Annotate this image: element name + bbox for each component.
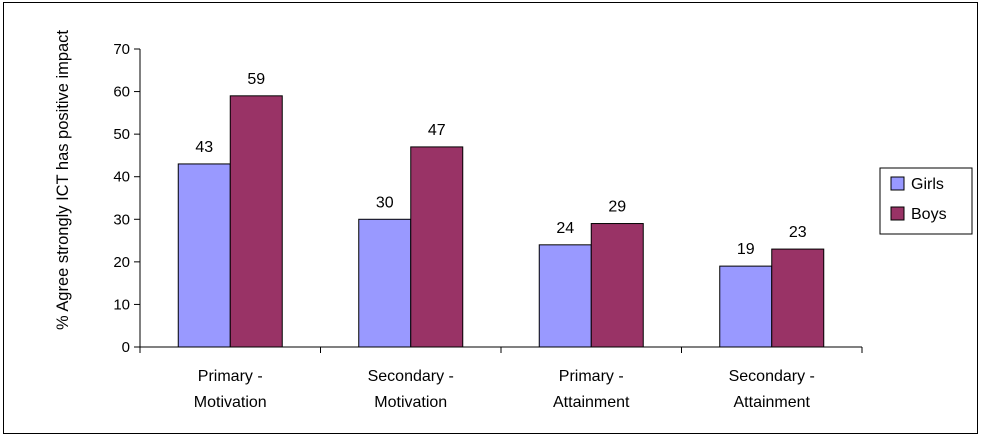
x-category-label: Attainment bbox=[553, 394, 630, 411]
x-category-label: Primary - bbox=[559, 368, 624, 385]
legend-swatch-boys bbox=[890, 206, 905, 221]
legend-swatch-girls bbox=[890, 176, 905, 191]
legend-label-girls: Girls bbox=[911, 176, 944, 193]
bar-boys bbox=[771, 248, 825, 348]
bar-girls bbox=[177, 163, 231, 348]
x-category-label: Attainment bbox=[734, 394, 811, 411]
y-tick-label: 70 bbox=[113, 41, 130, 58]
y-tick-label: 50 bbox=[113, 126, 130, 143]
bar-girls bbox=[719, 265, 773, 348]
x-category-label: Motivation bbox=[374, 394, 447, 411]
y-tick-label: 40 bbox=[113, 169, 130, 186]
data-label: 19 bbox=[737, 241, 755, 258]
y-tick-label: 30 bbox=[113, 211, 130, 228]
y-tick-label: 20 bbox=[113, 254, 130, 271]
data-label: 23 bbox=[789, 224, 807, 241]
y-tick-label: 0 bbox=[122, 339, 130, 356]
data-label: 59 bbox=[247, 71, 265, 88]
bar-boys bbox=[410, 146, 464, 348]
chart-frame bbox=[3, 2, 978, 434]
bar-girls bbox=[358, 218, 412, 348]
data-label: 30 bbox=[376, 194, 394, 211]
y-axis-title: % Agree strongly ICT has positive impact bbox=[53, 30, 72, 330]
bar-boys bbox=[229, 95, 283, 348]
x-category-label: Secondary - bbox=[729, 368, 815, 385]
data-label: 29 bbox=[608, 199, 626, 216]
bar-girls bbox=[538, 244, 592, 348]
data-label: 43 bbox=[195, 139, 213, 156]
bar-boys bbox=[590, 223, 644, 348]
data-label: 24 bbox=[556, 220, 574, 237]
x-category-label: Motivation bbox=[194, 394, 267, 411]
y-tick-label: 10 bbox=[113, 296, 130, 313]
data-label: 47 bbox=[428, 122, 446, 139]
y-tick-label: 60 bbox=[113, 84, 130, 101]
x-category-label: Primary - bbox=[198, 368, 263, 385]
x-category-label: Secondary - bbox=[368, 368, 454, 385]
legend-label-boys: Boys bbox=[911, 206, 947, 223]
